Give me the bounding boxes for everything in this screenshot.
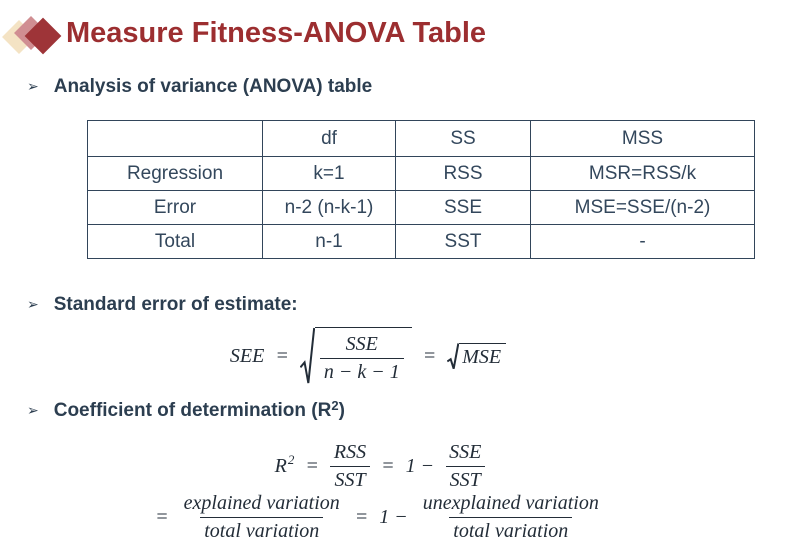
fraction: SSE n − k − 1 bbox=[319, 332, 404, 384]
radical-sign-icon bbox=[300, 327, 315, 386]
fraction-numerator: RSS bbox=[333, 441, 367, 463]
formula-see-lhs: SEE bbox=[229, 344, 265, 367]
cell-total-df: n-1 bbox=[262, 224, 396, 259]
equals-sign: = bbox=[155, 505, 169, 528]
cell-error-ss: SSE bbox=[395, 190, 531, 225]
fraction-numerator: explained variation bbox=[183, 492, 340, 514]
sqrt-radicand: SSE n − k − 1 bbox=[314, 326, 412, 386]
bullet-anova-table-label: Analysis of variance (ANOVA) table bbox=[53, 76, 373, 97]
anova-table: df SS MSS Regression k=1 RSS MSR=RSS/k E… bbox=[87, 120, 755, 259]
fraction: SSE SST bbox=[445, 440, 485, 492]
fraction-numerator: unexplained variation bbox=[422, 492, 599, 514]
table-row: Error n-2 (n-k-1) SSE MSE=SSE/(n-2) bbox=[87, 190, 755, 225]
fraction-denominator: SST bbox=[330, 466, 370, 492]
cell-regression-ss: RSS bbox=[395, 156, 531, 191]
equals-sign: = bbox=[275, 344, 289, 367]
header-df: df bbox=[262, 120, 396, 157]
r-symbol: R bbox=[274, 454, 287, 477]
page-title: Measure Fitness-ANOVA Table bbox=[66, 17, 487, 49]
arrow-bullet-icon: ➢ bbox=[27, 78, 39, 94]
label-suffix: ) bbox=[338, 400, 345, 421]
bullet-coefficient-determination-label: Coefficient of determination (R2) bbox=[53, 398, 345, 422]
bullet-standard-error-label: Standard error of estimate: bbox=[53, 294, 298, 315]
cell-regression-mss: MSR=RSS/k bbox=[530, 156, 755, 191]
sqrt-expression: SSE n − k − 1 bbox=[300, 326, 412, 386]
r-exponent: 2 bbox=[287, 451, 295, 467]
equals-sign: = bbox=[422, 344, 437, 367]
fraction: unexplained variation total variation bbox=[419, 491, 603, 543]
cell-total-label: Total bbox=[87, 224, 263, 259]
cell-total-ss: SST bbox=[395, 224, 531, 259]
one-minus-term: 1 − bbox=[405, 454, 435, 477]
cell-regression-df: k=1 bbox=[262, 156, 396, 191]
equals-sign: = bbox=[354, 505, 369, 528]
fraction-denominator: SST bbox=[445, 466, 485, 492]
cell-error-mss: MSE=SSE/(n-2) bbox=[530, 190, 755, 225]
label-prefix: Coefficient of determination (R bbox=[53, 400, 332, 421]
equals-sign: = bbox=[305, 454, 319, 477]
fraction-numerator: SSE bbox=[449, 441, 482, 463]
formula-see: SEE = SSE n − k − 1 = MSE bbox=[0, 320, 736, 392]
sqrt-radicand: MSE bbox=[459, 342, 507, 370]
bullet-coefficient-determination: ➢ Coefficient of determination (R2) bbox=[27, 398, 345, 422]
one-minus-term: 1 − bbox=[379, 505, 408, 528]
bullet-anova-table: ➢ Analysis of variance (ANOVA) table bbox=[27, 76, 372, 98]
fraction-denominator: total variation bbox=[449, 517, 573, 543]
sqrt-expression: MSE bbox=[447, 342, 507, 370]
label-superscript: 2 bbox=[331, 398, 339, 413]
fraction: explained variation total variation bbox=[180, 491, 344, 543]
formula-variation-words: = explained variation total variation = … bbox=[0, 487, 758, 547]
fraction: RSS SST bbox=[330, 440, 370, 492]
table-row: Regression k=1 RSS MSR=RSS/k bbox=[87, 156, 755, 191]
fraction-numerator: SSE bbox=[345, 332, 378, 355]
table-header-row: df SS MSS bbox=[87, 120, 755, 157]
cell-error-label: Error bbox=[87, 190, 263, 225]
formula-r-squared: R2 = RSS SST = 1 − SSE SST bbox=[0, 440, 760, 492]
arrow-bullet-icon: ➢ bbox=[27, 296, 39, 312]
radical-sign-icon bbox=[447, 343, 459, 370]
table-row: Total n-1 SST - bbox=[87, 224, 755, 259]
cell-error-df: n-2 (n-k-1) bbox=[262, 190, 396, 225]
bullet-standard-error: ➢ Standard error of estimate: bbox=[27, 294, 298, 316]
cell-total-mss: - bbox=[530, 224, 755, 259]
header-empty bbox=[87, 120, 263, 157]
header-ss: SS bbox=[395, 120, 531, 157]
equals-sign: = bbox=[381, 454, 395, 477]
cell-regression-label: Regression bbox=[87, 156, 263, 191]
fraction-denominator: n − k − 1 bbox=[319, 357, 404, 384]
formula-r2-lhs: R2 bbox=[274, 451, 295, 478]
arrow-bullet-icon: ➢ bbox=[27, 402, 39, 418]
fraction-denominator: total variation bbox=[200, 517, 324, 543]
header-mss: MSS bbox=[530, 120, 755, 157]
